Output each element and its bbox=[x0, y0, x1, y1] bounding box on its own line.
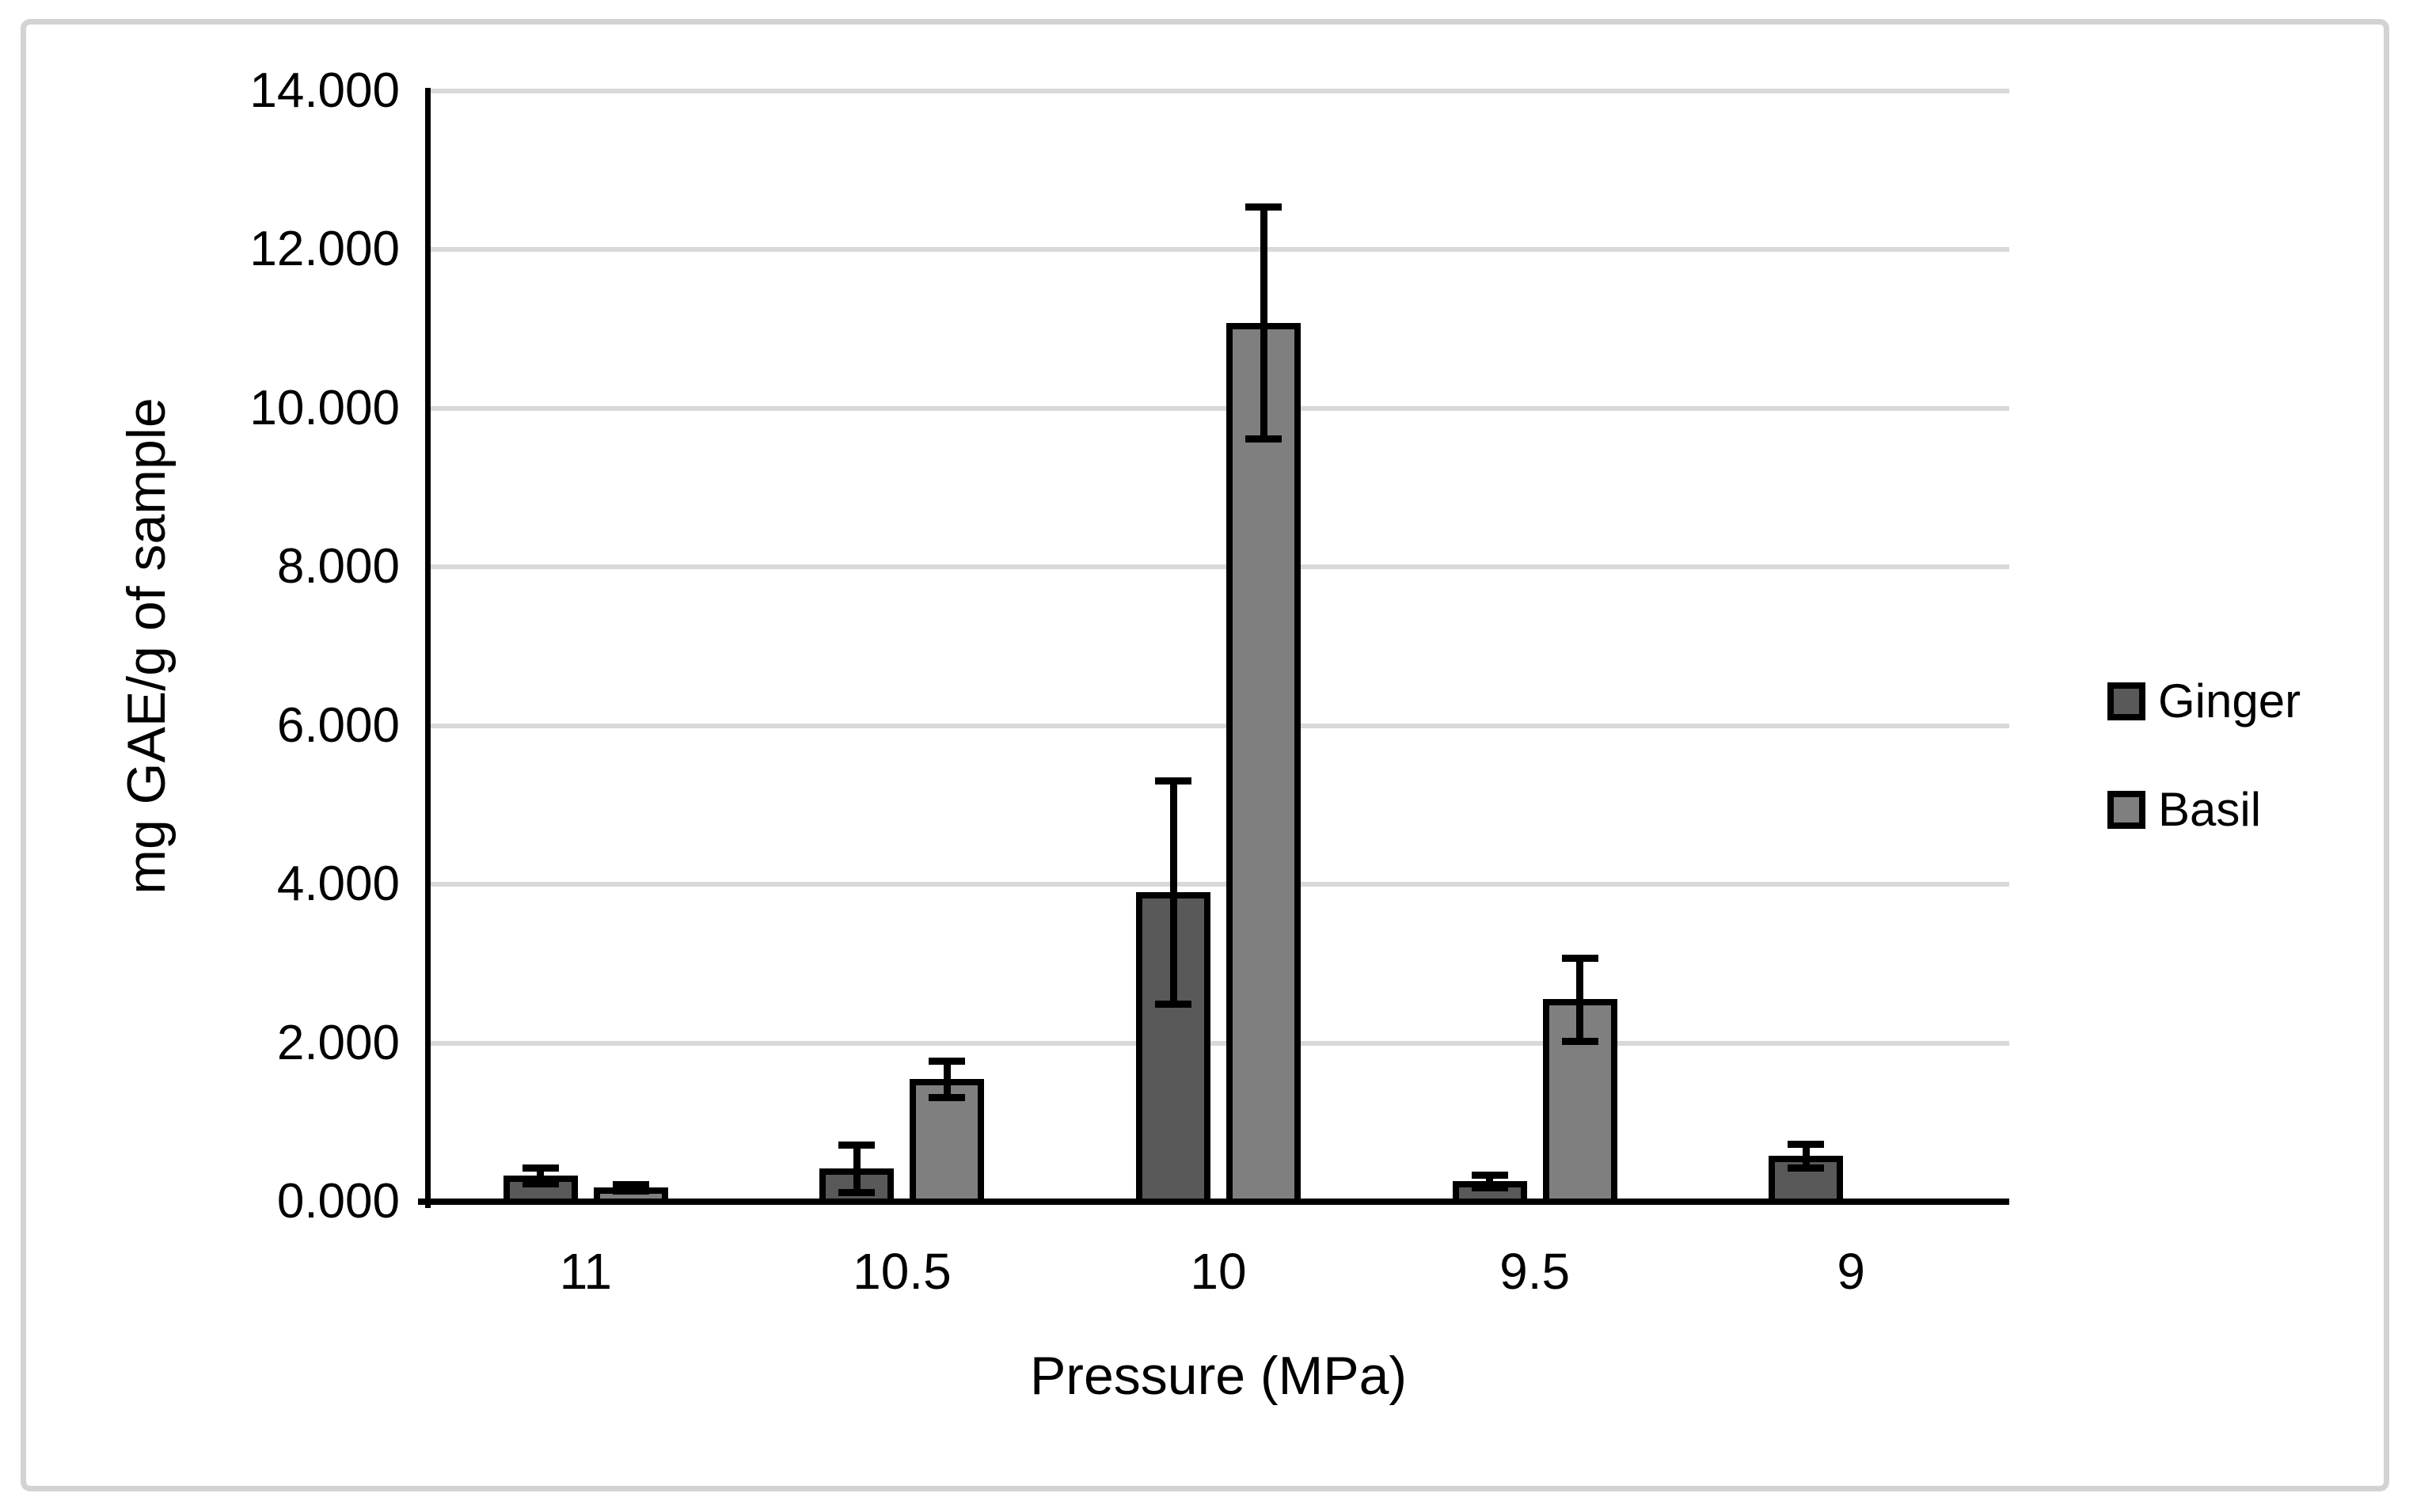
x-tick-label: 9 bbox=[1837, 1243, 1865, 1300]
legend-swatch-ginger-icon bbox=[2107, 682, 2145, 720]
error-bar-basil-10-line bbox=[1260, 207, 1267, 439]
error-bar-ginger-10-cap-bottom bbox=[1155, 1001, 1191, 1009]
error-bar-ginger-9-cap-bottom bbox=[1788, 1164, 1825, 1172]
legend: Ginger Basil bbox=[2107, 673, 2301, 838]
error-bar-ginger-9.5-line bbox=[1486, 1174, 1494, 1187]
y-tick-label: 12.000 bbox=[249, 222, 400, 277]
gridline bbox=[431, 1040, 2009, 1046]
y-tick-label: 6.000 bbox=[276, 697, 400, 753]
error-bar-ginger-11-line bbox=[537, 1167, 545, 1183]
error-bar-ginger-9.5-cap-bottom bbox=[1471, 1183, 1508, 1191]
bar-basil-10 bbox=[1226, 322, 1301, 1205]
error-bar-basil-10-cap-bottom bbox=[1245, 435, 1282, 443]
error-bar-ginger-11-cap-top bbox=[522, 1164, 559, 1172]
legend-entry-ginger: Ginger bbox=[2107, 673, 2301, 730]
x-tick-label: 9.5 bbox=[1499, 1243, 1571, 1300]
y-tick-label: 14.000 bbox=[249, 63, 400, 118]
error-bar-ginger-10-line bbox=[1169, 780, 1177, 1005]
legend-label-ginger: Ginger bbox=[2158, 674, 2301, 728]
legend-entry-basil: Basil bbox=[2107, 781, 2301, 838]
gridline bbox=[431, 723, 2009, 728]
error-bar-basil-10.5-cap-top bbox=[929, 1057, 966, 1065]
error-bar-ginger-11-cap-bottom bbox=[522, 1180, 559, 1187]
error-bar-basil-10.5-line bbox=[943, 1060, 951, 1097]
error-bar-ginger-9.5-cap-top bbox=[1471, 1171, 1508, 1179]
error-bar-ginger-10.5-cap-bottom bbox=[838, 1188, 876, 1196]
y-tick-label: 4.000 bbox=[276, 857, 400, 912]
gridline bbox=[431, 564, 2009, 570]
error-bar-basil-10.5-cap-bottom bbox=[929, 1093, 966, 1101]
x-tick-label: 11 bbox=[559, 1243, 613, 1300]
x-tick-label: 10 bbox=[1190, 1243, 1247, 1300]
gridline bbox=[431, 882, 2009, 887]
error-bar-basil-11-cap-bottom bbox=[612, 1187, 649, 1195]
x-tick-label: 10.5 bbox=[853, 1243, 952, 1300]
legend-label-basil: Basil bbox=[2158, 783, 2262, 836]
y-tick-label: 8.000 bbox=[276, 539, 400, 595]
error-bar-ginger-10.5-line bbox=[853, 1144, 861, 1192]
error-bar-basil-9.5-cap-top bbox=[1561, 955, 1598, 963]
error-bar-ginger-10.5-cap-top bbox=[838, 1141, 876, 1149]
figure-border bbox=[21, 19, 2389, 1491]
error-bar-basil-9.5-cap-bottom bbox=[1561, 1037, 1598, 1045]
y-axis-line bbox=[425, 88, 431, 1208]
y-tick-label: 0.000 bbox=[276, 1174, 400, 1229]
error-bar-basil-10-cap-top bbox=[1245, 203, 1282, 211]
legend-swatch-basil-icon bbox=[2107, 791, 2145, 829]
x-axis-title: Pressure (MPa) bbox=[1029, 1346, 1408, 1406]
y-tick-label: 10.000 bbox=[249, 380, 400, 435]
error-bar-ginger-9-line bbox=[1802, 1143, 1810, 1168]
error-bar-ginger-9-cap-top bbox=[1788, 1140, 1825, 1148]
error-bar-basil-9.5-line bbox=[1576, 958, 1584, 1041]
x-axis-line bbox=[418, 1199, 2009, 1205]
gridline bbox=[431, 247, 2009, 253]
y-axis-title: mg GAE/g of sample bbox=[116, 397, 177, 895]
error-bar-basil-11-cap-top bbox=[612, 1180, 649, 1188]
gridline bbox=[431, 89, 2009, 93]
error-bar-ginger-10-cap-top bbox=[1155, 777, 1191, 784]
gridline bbox=[431, 405, 2009, 411]
y-tick-label: 2.000 bbox=[276, 1015, 400, 1070]
